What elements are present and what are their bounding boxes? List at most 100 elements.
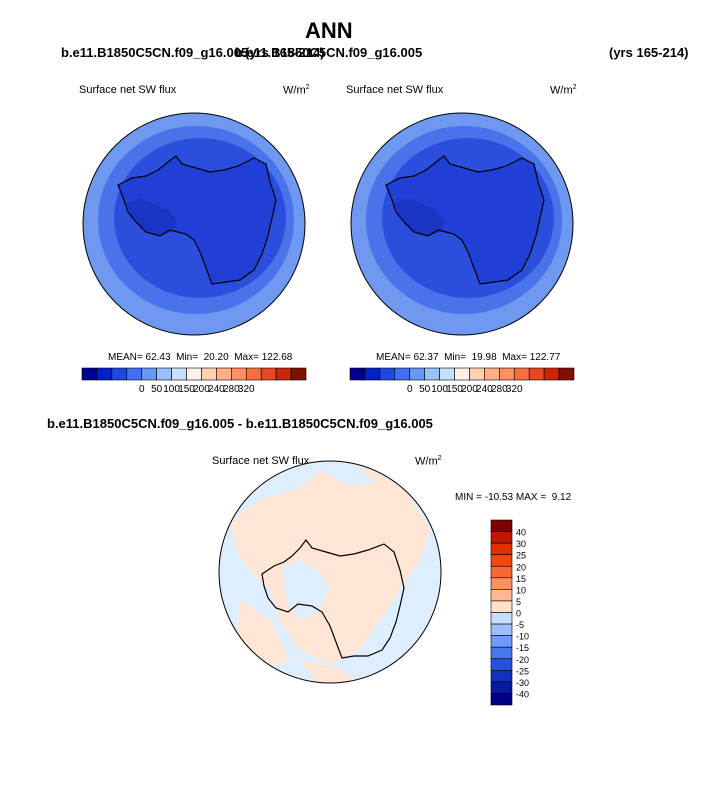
colorbar-box xyxy=(490,612,513,625)
colorbar-box xyxy=(454,367,470,381)
colorbar-box xyxy=(490,693,513,706)
colorbar-box xyxy=(490,658,513,671)
case1-years: (yrs 165-214) xyxy=(245,45,325,60)
case2-years: (yrs 165-214) xyxy=(609,45,689,60)
colorbar-box xyxy=(490,646,513,660)
colorbar-tick-label: 25 xyxy=(516,551,526,561)
colorbar-tick-label: 200 xyxy=(193,384,210,395)
colorbar-tick-label: 240 xyxy=(476,384,493,395)
colorbar-box xyxy=(364,367,381,381)
diff-positive-patch xyxy=(232,470,430,664)
colorbar-tick-label: 320 xyxy=(238,384,255,395)
map-panel-diff xyxy=(219,461,441,683)
colorbar-box xyxy=(490,623,513,636)
colorbar-tick-label: -30 xyxy=(516,678,529,688)
colorbar-box xyxy=(186,367,202,381)
colorbar-box xyxy=(349,367,366,381)
colorbar-box xyxy=(490,565,513,579)
diff-title: b.e11.B1850C5CN.f09_g16.005 - b.e11.B185… xyxy=(47,416,433,431)
colorbar-tick-label: 30 xyxy=(516,539,526,549)
antarctica-landmass xyxy=(386,156,544,284)
colorbar-tick-label: -25 xyxy=(516,666,529,676)
colorbar-tick-label: 150 xyxy=(178,384,195,395)
colorbar-box xyxy=(499,367,515,381)
colorbar-box xyxy=(290,367,307,381)
colorbar-tick-label: -5 xyxy=(516,620,524,630)
page-title: ANN xyxy=(305,18,353,43)
panel2-units: W/m2 xyxy=(550,84,577,97)
colorbar-box xyxy=(490,589,513,602)
panel2-mean: 62.37 xyxy=(413,352,439,363)
colorbar-box xyxy=(528,367,545,381)
colorbar-box xyxy=(513,367,530,381)
map-outline-diff xyxy=(218,460,442,684)
diff-negative-patch xyxy=(282,560,330,620)
colorbar-tick-label: 240 xyxy=(208,384,225,395)
colorbar-box xyxy=(490,670,513,683)
colorbar-tick-label: 280 xyxy=(491,384,508,395)
diff-max: 9.12 xyxy=(551,492,572,503)
colorbar-box xyxy=(490,600,513,613)
colorbar-box xyxy=(216,367,232,381)
colorbar-tick-label: 40 xyxy=(516,528,526,538)
colorbar-box xyxy=(439,367,455,381)
colorbar-box xyxy=(394,367,411,381)
diff-positive-patch xyxy=(300,660,360,683)
antarctica-landmass xyxy=(118,156,276,284)
colorbar-box xyxy=(543,367,560,381)
colorbar-box xyxy=(558,367,575,381)
colorbar-box xyxy=(171,367,187,381)
colorbar-box xyxy=(379,367,396,381)
colorbar-tick-label: -15 xyxy=(516,643,529,653)
panel1-field-title: Surface net SW flux xyxy=(79,84,177,96)
colorbar-box xyxy=(490,531,513,544)
panel1-units: W/m2 xyxy=(283,84,310,97)
panel2-stats: MEAN= 62.37 Min= 19.98 Max= 122.77 xyxy=(376,352,561,363)
colorbar-box xyxy=(490,554,513,567)
colorbar-tick-label: 15 xyxy=(516,574,526,584)
colorbar-box xyxy=(490,542,513,555)
colorbar-box xyxy=(245,367,262,381)
colorbar-tick-label: 100 xyxy=(431,384,448,395)
coastline-2 xyxy=(385,155,545,285)
colorbar-box xyxy=(260,367,277,381)
diff-min: -10.53 xyxy=(484,492,514,503)
coastline-1 xyxy=(117,155,277,285)
colorbar-box xyxy=(96,367,113,381)
colorbar-box xyxy=(126,367,143,381)
colorbar-box xyxy=(275,367,292,381)
colorbar-box xyxy=(156,367,172,381)
panel2-max: 122.77 xyxy=(529,352,561,363)
colorbar-tick-label: 150 xyxy=(446,384,463,395)
colorbar-box xyxy=(424,367,440,381)
map-outline-2 xyxy=(350,112,574,336)
colorbar-tick-label: 10 xyxy=(516,585,526,595)
colorbar-box xyxy=(484,367,500,381)
panel1-min: 20.20 xyxy=(203,352,229,363)
colorbar-tick-label: 200 xyxy=(461,384,478,395)
colorbar-tick-label: -20 xyxy=(516,655,529,665)
west-antarctica xyxy=(394,198,446,236)
colorbar-tick-label: 100 xyxy=(163,384,180,395)
colorbar-tick-label: -40 xyxy=(516,689,529,699)
colorbar-box xyxy=(490,681,513,694)
colorbar-box xyxy=(81,367,98,381)
panel1-max: 122.68 xyxy=(261,352,293,363)
panel2-field-title: Surface net SW flux xyxy=(346,84,444,96)
map-panel-2 xyxy=(351,113,573,335)
west-antarctica xyxy=(126,198,178,236)
colorbar-tick-label: 50 xyxy=(419,384,431,395)
colorbar-tick-label: 0 xyxy=(407,384,413,395)
colorbar-tick-label: -10 xyxy=(516,632,529,642)
colorbar-tick-label: 0 xyxy=(139,384,145,395)
panel2-min: 19.98 xyxy=(471,352,497,363)
colorbar-tick-label: 50 xyxy=(151,384,163,395)
diff-units: W/m2 xyxy=(415,455,442,468)
colorbar-box xyxy=(490,577,513,590)
colorbar-box xyxy=(201,367,217,381)
colorbar-tick-label: 0 xyxy=(516,609,521,619)
